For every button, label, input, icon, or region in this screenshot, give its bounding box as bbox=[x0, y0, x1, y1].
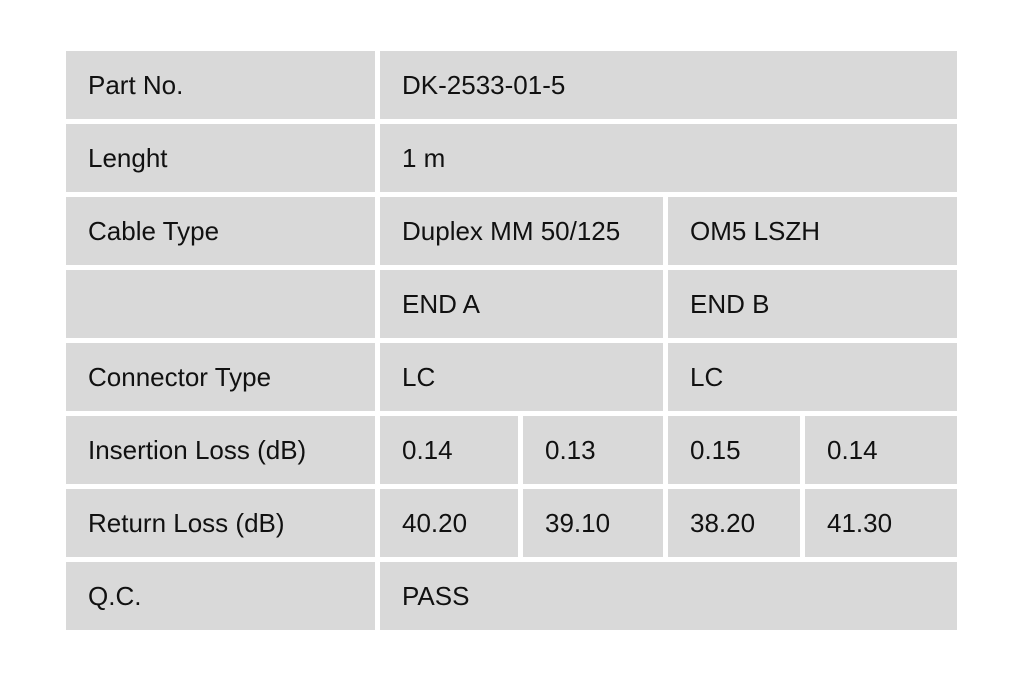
insertion-loss-value-a2: 0.13 bbox=[523, 416, 663, 484]
insertion-loss-value-b1: 0.15 bbox=[668, 416, 800, 484]
return-loss-value-a1: 40.20 bbox=[380, 489, 518, 557]
return-loss-value-a2: 39.10 bbox=[523, 489, 663, 557]
return-loss-value-b1: 38.20 bbox=[668, 489, 800, 557]
end-b-header: END B bbox=[668, 270, 957, 338]
connector-type-end-b: LC bbox=[668, 343, 957, 411]
part-no-label: Part No. bbox=[66, 51, 375, 119]
length-label: Lenght bbox=[66, 124, 375, 192]
qc-spec-table: Part No. DK-2533-01-5 Lenght 1 m Cable T… bbox=[66, 51, 957, 630]
return-loss-value-b2: 41.30 bbox=[805, 489, 957, 557]
insertion-loss-value-b2: 0.14 bbox=[805, 416, 957, 484]
insertion-loss-value-a1: 0.14 bbox=[380, 416, 518, 484]
end-a-header: END A bbox=[380, 270, 663, 338]
connector-type-end-a: LC bbox=[380, 343, 663, 411]
return-loss-label: Return Loss (dB) bbox=[66, 489, 375, 557]
qc-label: Q.C. bbox=[66, 562, 375, 630]
part-no-value: DK-2533-01-5 bbox=[380, 51, 957, 119]
cable-type-value-a: Duplex MM 50/125 bbox=[380, 197, 663, 265]
insertion-loss-label: Insertion Loss (dB) bbox=[66, 416, 375, 484]
cable-type-value-b: OM5 LSZH bbox=[668, 197, 957, 265]
connector-type-label: Connector Type bbox=[66, 343, 375, 411]
end-header-spacer bbox=[66, 270, 375, 338]
length-value: 1 m bbox=[380, 124, 957, 192]
cable-type-label: Cable Type bbox=[66, 197, 375, 265]
qc-value: PASS bbox=[380, 562, 957, 630]
